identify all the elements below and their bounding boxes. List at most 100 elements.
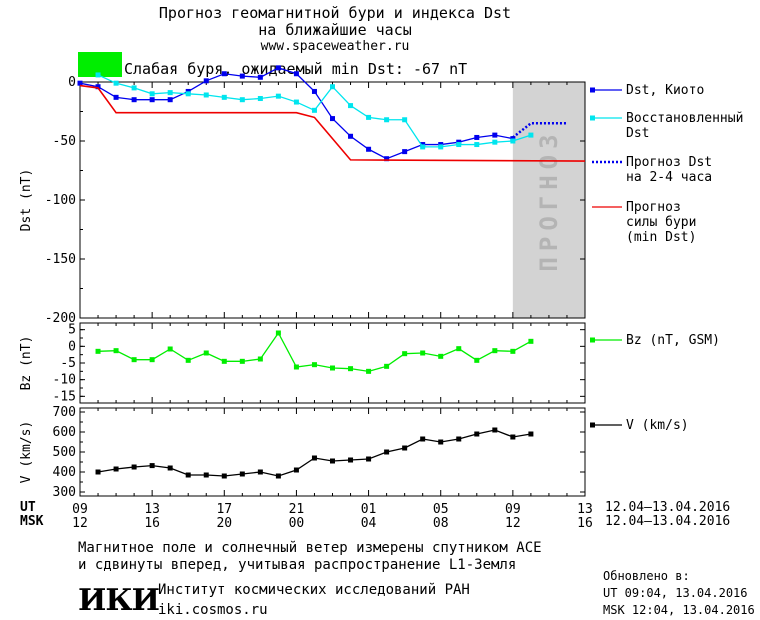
plot-frame	[79, 322, 586, 404]
data-point	[185, 357, 191, 363]
chart-title-line2: на ближайшие часы	[258, 21, 412, 39]
data-point	[456, 346, 462, 352]
data-point	[366, 456, 372, 462]
legend-marker	[590, 337, 595, 343]
data-point	[420, 144, 426, 150]
data-point	[366, 114, 372, 120]
ut-tick-label: 13	[144, 502, 160, 517]
y-tick-label: 700	[53, 405, 76, 420]
data-point	[402, 351, 408, 357]
data-point	[348, 103, 354, 109]
data-point	[113, 348, 119, 354]
legend-marker	[590, 87, 595, 93]
chart-title-line1: Прогноз геомагнитной бури и индекса Dst	[158, 4, 512, 22]
legend-label: Прогноз	[626, 200, 681, 215]
site-url[interactable]: www.spaceweather.ru	[260, 39, 410, 54]
ut-date-range: 12.04–13.04.2016	[605, 500, 731, 515]
data-point	[95, 72, 101, 78]
data-point	[77, 80, 83, 86]
data-point	[113, 80, 119, 86]
data-point	[131, 357, 137, 363]
plot-frame	[79, 407, 586, 497]
forecast-band	[512, 82, 585, 318]
msk-tick-label: 00	[289, 516, 305, 531]
data-point	[167, 90, 173, 96]
legend-label: Восстановленный	[626, 111, 743, 126]
data-point	[420, 350, 426, 356]
legend-label: силы бури	[626, 215, 696, 230]
data-point	[492, 132, 498, 138]
data-point	[311, 107, 317, 113]
ut-tick-label: 09	[505, 502, 521, 517]
data-point	[366, 146, 372, 152]
msk-tick-label: 12	[72, 516, 88, 531]
data-point	[528, 132, 534, 138]
data-point	[95, 348, 101, 354]
iki-logo: ИКИ	[78, 583, 160, 618]
data-point	[474, 357, 480, 363]
ut-tick-label: 09	[72, 502, 88, 517]
y-tick-label: 0	[68, 339, 76, 354]
legend-label: (min Dst)	[626, 230, 696, 245]
data-point	[330, 365, 335, 371]
y-tick-label: -100	[45, 193, 76, 208]
data-point	[239, 471, 245, 477]
y-tick-label: -200	[45, 311, 76, 326]
msk-tick-label: 20	[216, 516, 232, 531]
data-point	[510, 434, 516, 440]
data-point	[456, 142, 462, 148]
ut-tick-label: 05	[433, 502, 449, 517]
msk-tick-label: 16	[577, 516, 593, 531]
ut-tick-label: 17	[216, 502, 232, 517]
data-point	[203, 92, 209, 98]
y-tick-label: 600	[53, 425, 76, 440]
forecast-band-label: ПРОГНОЗ	[535, 128, 563, 271]
data-point	[221, 71, 227, 77]
data-point	[348, 457, 354, 463]
data-point	[275, 330, 281, 336]
data-point	[311, 88, 317, 94]
data-point	[275, 93, 281, 99]
data-point	[384, 156, 390, 162]
data-point	[528, 431, 534, 437]
data-point	[149, 91, 155, 97]
data-point	[330, 116, 335, 122]
ut-tick-label: 01	[361, 502, 377, 517]
msk-tick-label: 12	[505, 516, 521, 531]
data-point	[311, 362, 317, 368]
data-point	[348, 133, 354, 139]
legend-label: Прогноз Dst	[626, 155, 712, 170]
y-tick-label: 400	[53, 465, 76, 480]
storm-level-label: Слабая буря, ожидаемый min Dst: -67 nT	[124, 60, 468, 78]
data-point	[167, 346, 173, 352]
data-point	[95, 84, 101, 90]
ut-tick-label: 21	[289, 502, 305, 517]
data-point	[438, 353, 444, 359]
y-tick-label: -50	[53, 134, 76, 149]
data-point	[239, 73, 245, 79]
data-point	[113, 466, 119, 472]
data-point	[167, 465, 173, 471]
institute-url[interactable]: iki.cosmos.ru	[158, 602, 268, 618]
data-point	[131, 464, 137, 470]
updated-ut: UT 09:04, 13.04.2016	[603, 586, 748, 600]
msk-tick-label: 08	[433, 516, 449, 531]
data-point	[402, 149, 408, 155]
data-point	[293, 467, 299, 473]
data-point	[257, 356, 263, 362]
updated-label: Обновлено в:	[603, 569, 690, 583]
legend-label: на 2-4 часа	[626, 170, 712, 185]
data-point	[257, 96, 263, 102]
data-point	[131, 97, 137, 103]
data-point	[149, 357, 155, 363]
data-point	[311, 455, 317, 461]
data-point	[167, 97, 173, 103]
legend-label: Dst, Киото	[626, 83, 704, 98]
data-point	[456, 436, 462, 442]
data-point	[474, 134, 480, 140]
data-point	[221, 94, 227, 100]
data-point	[275, 473, 281, 479]
data-point	[95, 469, 101, 475]
data-point	[348, 366, 354, 372]
